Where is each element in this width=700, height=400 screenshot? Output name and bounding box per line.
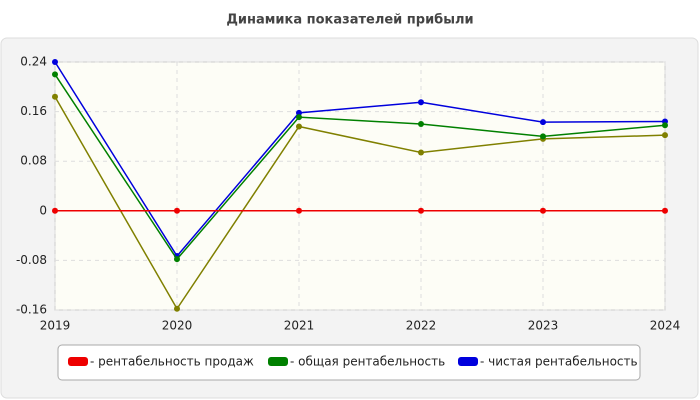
point bbox=[174, 256, 180, 263]
y-tick-label: 0 bbox=[39, 203, 47, 217]
line bbox=[54, 73, 666, 261]
x-tick-label: 2024 bbox=[650, 319, 681, 333]
y-tick-label: 0.16 bbox=[20, 104, 47, 118]
point bbox=[418, 121, 424, 127]
line bbox=[54, 96, 666, 311]
point bbox=[52, 93, 58, 100]
plot-area bbox=[54, 61, 666, 311]
point bbox=[52, 207, 58, 214]
point bbox=[662, 207, 668, 214]
point bbox=[296, 114, 302, 121]
x-tick-label: 2019 bbox=[40, 319, 71, 333]
x-tick-label: 2023 bbox=[528, 319, 559, 333]
line bbox=[54, 61, 666, 258]
point bbox=[52, 59, 58, 65]
y-tick-label: -0.08 bbox=[16, 253, 47, 267]
legend-label: - чистая рентабельность bbox=[480, 355, 638, 369]
legend-label: - рентабельность продаж bbox=[90, 355, 254, 369]
point bbox=[418, 207, 424, 214]
point bbox=[540, 133, 546, 140]
chart-title: Динамика показателей прибыли bbox=[226, 13, 473, 28]
y-tick-label: -0.16 bbox=[16, 303, 47, 317]
y-tick-label: 0.24 bbox=[20, 55, 47, 69]
x-tick-label: 2021 bbox=[284, 319, 315, 333]
point bbox=[52, 71, 58, 78]
point bbox=[662, 132, 668, 139]
point bbox=[418, 99, 424, 106]
point bbox=[418, 149, 424, 156]
point bbox=[296, 207, 302, 214]
point bbox=[540, 207, 546, 214]
point bbox=[540, 119, 546, 126]
y-tick-label: 0.08 bbox=[20, 154, 47, 168]
legend bbox=[57, 344, 641, 381]
x-tick-label: 2022 bbox=[406, 319, 437, 333]
legend-swatch bbox=[458, 357, 478, 366]
point bbox=[174, 207, 180, 214]
point bbox=[296, 109, 302, 116]
point bbox=[296, 123, 302, 130]
x-tick-label: 2020 bbox=[162, 319, 193, 333]
legend-swatch bbox=[68, 357, 88, 366]
legend-label: - общая рентабельность bbox=[290, 355, 445, 369]
point bbox=[174, 305, 180, 312]
legend-swatch bbox=[268, 357, 288, 366]
point bbox=[662, 122, 668, 129]
